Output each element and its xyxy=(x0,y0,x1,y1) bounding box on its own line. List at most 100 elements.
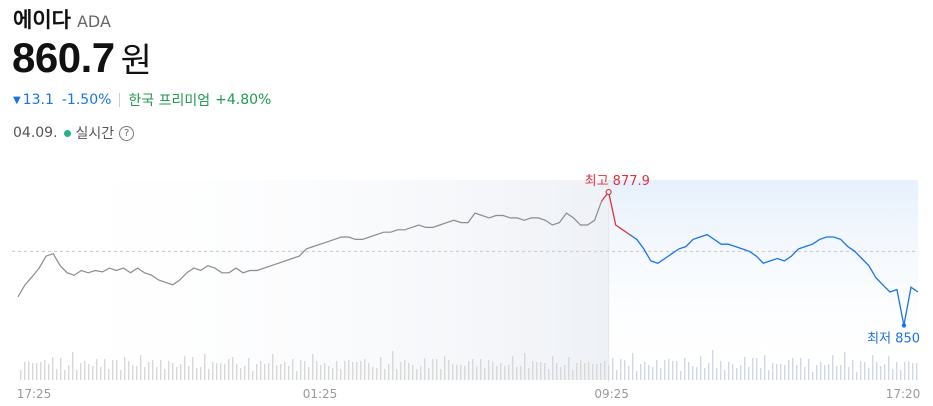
price-chart[interactable]: 최고 877.9 최저 850 17:25 01:25 09:25 17:20 xyxy=(0,160,933,406)
volume-bar xyxy=(104,359,106,380)
volume-bar xyxy=(316,361,318,380)
volume-bar xyxy=(428,368,430,380)
status-label: 실시간 xyxy=(75,126,115,142)
volume-bar xyxy=(572,370,574,380)
x-tick-label: 01:25 xyxy=(303,387,338,401)
volume-bar xyxy=(284,362,286,380)
low-marker xyxy=(901,323,907,328)
volume-bar xyxy=(824,365,826,380)
volume-bar xyxy=(60,358,62,380)
volume-bar xyxy=(644,362,646,380)
volume-bar xyxy=(792,358,794,380)
volume-bar xyxy=(156,367,158,380)
question-circle-icon[interactable]: ? xyxy=(119,125,135,141)
volume-bar xyxy=(232,357,234,380)
volume-bar xyxy=(852,360,854,380)
volume-bar xyxy=(592,364,594,380)
volume-bar xyxy=(732,364,734,380)
volume-bar xyxy=(472,359,474,380)
volume-bar xyxy=(876,362,878,380)
volume-bar xyxy=(24,362,26,380)
volume-bar xyxy=(320,365,322,380)
volume-bar xyxy=(488,360,490,380)
volume-bar xyxy=(196,368,198,380)
volume-bar xyxy=(252,371,254,380)
coin-title: 에이다 ADA xyxy=(13,4,111,34)
past-price-line xyxy=(17,200,603,298)
volume-bar xyxy=(416,369,418,380)
volume-bar xyxy=(740,365,742,380)
volume-bar xyxy=(176,367,178,380)
volume-bar xyxy=(712,350,714,380)
high-segment-line xyxy=(601,190,631,236)
volume-bar xyxy=(636,371,638,380)
volume-bar xyxy=(28,361,30,380)
divider xyxy=(119,93,121,107)
volume-bar xyxy=(912,363,914,380)
volume-bar xyxy=(800,358,802,380)
volume-bar xyxy=(300,360,302,380)
volume-bar xyxy=(40,362,42,380)
volume-bar xyxy=(756,358,758,380)
volume-bar xyxy=(848,367,850,380)
low-label: 최저 850 xyxy=(867,331,920,346)
volume-bar xyxy=(476,366,478,380)
volume-bar xyxy=(676,361,678,380)
volume-bar xyxy=(880,366,882,380)
change-percent: -1.50% xyxy=(61,92,112,108)
volume-bar xyxy=(204,354,206,380)
volume-bar xyxy=(52,357,54,380)
volume-bar xyxy=(664,360,666,380)
volume-bar xyxy=(652,367,654,380)
volume-bar xyxy=(336,361,338,380)
volume-bar xyxy=(460,365,462,380)
volume-bar xyxy=(828,364,830,380)
volume-bar xyxy=(396,369,398,380)
volume-bar xyxy=(248,358,250,380)
volume-bar xyxy=(324,363,326,380)
volume-bar xyxy=(312,354,314,380)
volume-bar xyxy=(180,364,182,380)
volume-bar xyxy=(780,364,782,380)
volume-bar xyxy=(700,356,702,380)
price-change: ▼ 13.1 -1.50% 한국 프리미엄 +4.80% xyxy=(13,90,271,110)
volume-bar xyxy=(480,359,482,380)
volume-bar xyxy=(808,359,810,380)
volume-bar xyxy=(236,364,238,380)
volume-bar xyxy=(380,357,382,380)
volume-bar xyxy=(136,366,138,380)
current-price: 860.7 원 xyxy=(12,33,152,82)
volume-bar xyxy=(736,368,738,380)
volume-bar xyxy=(148,362,150,380)
volume-bar xyxy=(680,371,682,380)
past-area xyxy=(18,180,609,380)
volume-bar xyxy=(116,360,118,380)
volume-bar xyxy=(260,361,262,380)
volume-bar xyxy=(616,370,618,380)
volume-bar xyxy=(624,360,626,380)
volume-bar xyxy=(492,362,494,380)
volume-bar xyxy=(608,365,610,380)
volume-bar xyxy=(820,362,822,380)
volume-bar xyxy=(404,360,406,380)
live-area xyxy=(608,180,918,380)
volume-bar xyxy=(816,365,818,380)
volume-bar xyxy=(308,367,310,380)
volume-bar xyxy=(768,370,770,380)
volume-bar xyxy=(600,363,602,380)
volume-bar xyxy=(76,370,78,380)
volume-bar xyxy=(112,360,114,380)
volume-bar xyxy=(916,363,918,380)
high-marker xyxy=(605,188,612,196)
volume-bar xyxy=(528,368,530,380)
volume-bar xyxy=(328,366,330,380)
volume-bar xyxy=(704,368,706,380)
volume-bar xyxy=(168,361,170,380)
volume-bar xyxy=(504,366,506,380)
volume-bar xyxy=(184,356,186,380)
volume-bar xyxy=(560,367,562,380)
volume-bar xyxy=(484,368,486,380)
x-tick-label: 17:25 xyxy=(17,387,52,401)
volume-bar xyxy=(692,366,694,380)
volume-bar xyxy=(888,356,890,380)
